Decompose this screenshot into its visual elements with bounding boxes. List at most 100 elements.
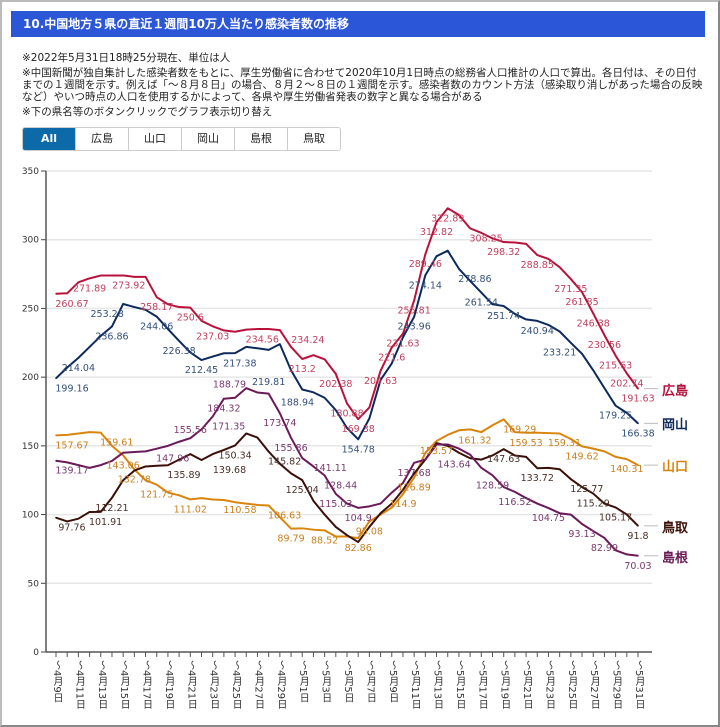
data-label: 231.63 <box>386 339 419 350</box>
data-point <box>144 465 147 468</box>
data-point <box>167 464 169 467</box>
data-point <box>446 434 449 436</box>
data-label: 104.9 <box>345 513 372 524</box>
data-point <box>603 334 606 336</box>
data-point <box>335 373 337 375</box>
data-point <box>267 450 270 453</box>
data-point <box>637 525 639 527</box>
data-point <box>626 372 628 375</box>
data-point <box>144 479 147 482</box>
data-label: 112.21 <box>95 503 128 514</box>
data-point <box>245 328 248 331</box>
data-label: 169.38 <box>342 424 375 435</box>
data-point <box>390 502 393 505</box>
x-tick-label: ～5月15日 <box>453 660 465 710</box>
data-label: 169.29 <box>503 424 536 435</box>
data-point <box>200 459 203 461</box>
data-point <box>301 358 304 360</box>
data-point <box>368 520 371 523</box>
data-point <box>234 352 236 354</box>
data-label: 271.35 <box>554 284 587 295</box>
data-point <box>446 249 449 252</box>
data-point <box>379 502 382 505</box>
data-point <box>424 458 427 461</box>
legend-label: 島根 <box>662 550 689 566</box>
y-tick-label: 300 <box>22 236 39 246</box>
data-point <box>301 527 304 530</box>
data-label: 159.53 <box>509 438 542 449</box>
data-label: 230.56 <box>588 340 621 351</box>
x-tick-label: ～5月17日 <box>476 660 488 710</box>
data-point <box>458 267 460 270</box>
data-point <box>335 535 337 538</box>
data-point <box>458 429 460 432</box>
data-point <box>245 432 248 435</box>
data-label: 166.38 <box>621 428 654 439</box>
data-point <box>570 438 572 440</box>
data-point <box>368 505 371 508</box>
data-point <box>178 440 180 443</box>
tab-okayama[interactable]: 岡山 <box>182 128 235 150</box>
data-point <box>592 492 595 495</box>
data-label: 219.81 <box>252 377 285 388</box>
data-point <box>155 315 158 318</box>
data-label: 226.38 <box>162 346 195 357</box>
data-point <box>267 349 270 351</box>
data-point <box>491 474 494 477</box>
data-point <box>581 445 583 448</box>
data-point <box>223 329 225 332</box>
data-point <box>502 418 505 421</box>
tab-tottori[interactable]: 鳥取 <box>288 128 340 150</box>
x-tick-label: ～4月25日 <box>230 660 242 710</box>
data-label: 191.63 <box>621 394 654 405</box>
data-point <box>581 291 583 293</box>
data-label: 204.63 <box>364 376 397 387</box>
data-point <box>77 281 80 284</box>
data-label: 82.86 <box>345 543 372 554</box>
y-tick-label: 250 <box>22 304 39 314</box>
tab-yamaguchi[interactable]: 山口 <box>129 128 182 150</box>
data-label: 253.28 <box>91 309 124 320</box>
data-point <box>77 357 80 359</box>
data-point <box>570 513 572 516</box>
data-point <box>536 502 539 505</box>
data-point <box>279 343 281 345</box>
data-label: 234.56 <box>246 335 279 346</box>
data-point <box>200 319 203 322</box>
data-point <box>256 391 259 394</box>
data-point <box>234 501 236 504</box>
data-label: 155.56 <box>174 425 207 436</box>
data-label: 125.77 <box>570 484 603 495</box>
x-tick-label: ～4月23日 <box>207 660 219 710</box>
x-tick-label: ～4月11日 <box>73 660 85 710</box>
data-point <box>211 355 214 358</box>
data-label: 180.88 <box>330 408 363 419</box>
data-label: 128.44 <box>324 480 357 491</box>
data-point <box>279 412 281 415</box>
data-point <box>446 443 449 446</box>
note-method: ※中国新聞が独自集計した感染者数をもとに、厚生労働省に合わせて2020年10月1… <box>22 67 703 103</box>
data-point <box>133 469 136 472</box>
tab-shimane[interactable]: 島根 <box>235 128 288 150</box>
data-label: 233.21 <box>543 348 576 359</box>
data-point <box>223 499 225 501</box>
data-point <box>111 496 113 499</box>
data-point <box>525 243 527 245</box>
data-point <box>55 516 57 519</box>
data-point <box>514 241 516 244</box>
data-label: 260.67 <box>55 299 88 310</box>
data-point <box>245 502 248 505</box>
data-point <box>491 237 494 240</box>
tab-hiroshima[interactable]: 広島 <box>76 128 129 150</box>
data-label: 173.74 <box>263 418 296 429</box>
data-point <box>144 450 147 453</box>
data-point <box>335 409 337 411</box>
data-point <box>323 513 326 516</box>
x-tick-label: ～4月19日 <box>162 660 174 710</box>
tab-all[interactable]: All <box>23 128 76 150</box>
data-label: 115.03 <box>319 499 352 510</box>
data-point <box>435 255 438 258</box>
data-label: 154.78 <box>342 444 375 455</box>
data-label: 298.32 <box>487 247 520 258</box>
y-tick-label: 50 <box>28 579 40 589</box>
